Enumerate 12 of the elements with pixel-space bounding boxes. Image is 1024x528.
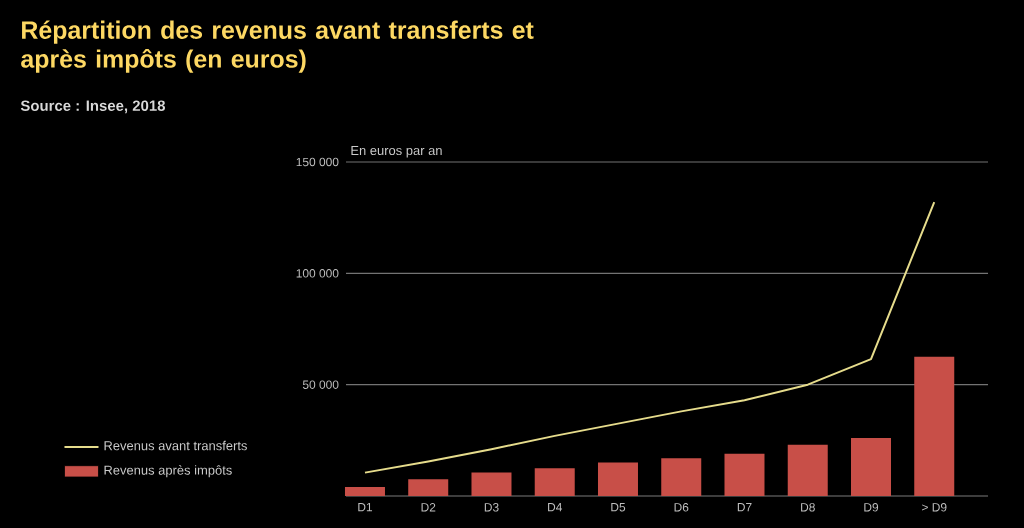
bar — [724, 453, 765, 496]
bar — [851, 438, 891, 496]
bar — [787, 444, 828, 496]
line-series — [363, 201, 936, 474]
bar — [661, 458, 702, 496]
bar — [914, 356, 955, 496]
bar — [534, 468, 575, 496]
bar — [471, 472, 512, 496]
bar — [344, 487, 385, 496]
bar — [597, 462, 638, 496]
chart-title: Répartition des revenus avant transferts et après impôts (en euros) — [21, 20, 534, 73]
bar — [408, 479, 449, 496]
